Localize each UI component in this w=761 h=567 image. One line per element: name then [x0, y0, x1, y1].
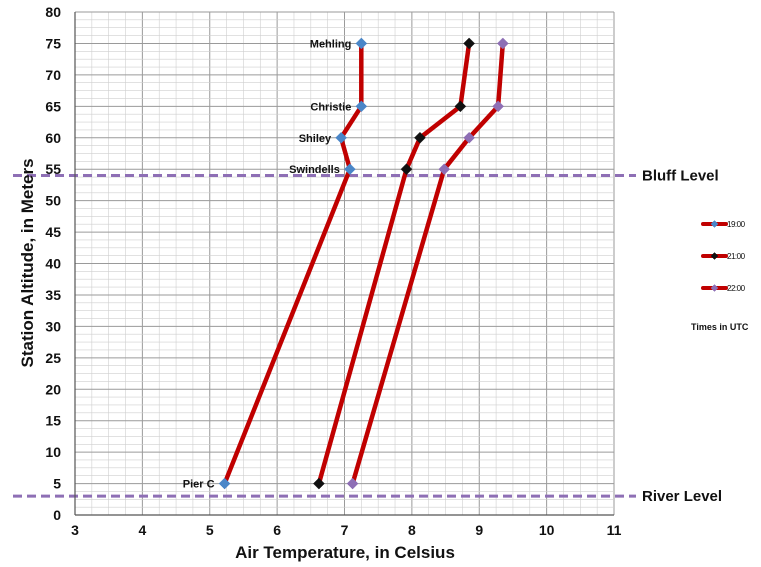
y-axis-title: Station Altitude, in Meters	[18, 158, 37, 367]
y-tick-label: 50	[45, 193, 61, 209]
reference-lines: Bluff Level River Level	[13, 167, 722, 505]
y-tick-label: 20	[45, 381, 61, 397]
data-point	[438, 163, 451, 176]
data-point	[355, 37, 368, 50]
data-point	[355, 100, 368, 113]
x-tick-label: 9	[475, 522, 483, 538]
reference-line-label: River Level	[642, 488, 722, 505]
legend-label: 19:00	[727, 220, 746, 229]
legend: 19:00 21:00 22:00 Times in UTC	[691, 220, 749, 332]
legend-label: 22:00	[727, 284, 746, 293]
reference-line-label: Bluff Level	[642, 167, 719, 184]
station-label: Shiley	[299, 133, 332, 145]
data-point	[492, 100, 504, 113]
data-point	[218, 477, 231, 490]
data-point	[454, 100, 467, 113]
y-tick-label: 75	[45, 35, 61, 51]
data-point	[346, 477, 359, 490]
data-point	[710, 220, 719, 228]
series-markers	[218, 37, 509, 490]
y-tick-label: 45	[45, 224, 61, 240]
x-tick-label: 6	[273, 522, 281, 538]
x-tick-label: 5	[206, 522, 214, 538]
station-label: Mehling	[310, 38, 352, 50]
x-tick-label: 8	[408, 522, 416, 538]
data-point	[496, 37, 509, 50]
x-tick-label: 7	[341, 522, 349, 538]
y-tick-label: 70	[45, 67, 61, 83]
y-tick-label: 10	[45, 444, 61, 460]
x-tick-label: 3	[71, 522, 79, 538]
data-point	[710, 284, 719, 292]
data-point	[463, 131, 475, 144]
station-label: Christie	[310, 101, 351, 113]
axes: 3 4 5 6 7 8 9 10 1105101520253035404550556065707…	[45, 4, 621, 538]
data-point	[414, 131, 426, 144]
data-point	[710, 252, 719, 260]
station-labels: Mehling Christie Shiley Swindells Pier C	[183, 38, 352, 490]
grid	[74, 11, 615, 516]
y-tick-label: 80	[45, 4, 61, 20]
x-tick-label: 10	[539, 522, 555, 538]
y-tick-label: 60	[45, 130, 61, 146]
y-tick-label: 40	[45, 256, 61, 272]
data-point	[463, 37, 475, 50]
data-point	[344, 163, 356, 176]
y-tick-label: 30	[45, 318, 61, 334]
y-tick-label: 0	[53, 507, 61, 523]
station-label: Swindells	[289, 164, 340, 176]
data-point	[335, 131, 347, 144]
x-tick-label: 11	[607, 522, 622, 538]
y-tick-label: 15	[45, 413, 61, 429]
y-tick-label: 65	[45, 98, 61, 114]
data-point	[313, 477, 325, 490]
station-label: Pier C	[183, 479, 215, 491]
x-axis-title: Air Temperature, in Celsius	[235, 543, 455, 562]
x-tick-label: 4	[138, 522, 146, 538]
y-tick-label: 35	[45, 287, 61, 303]
data-point	[400, 163, 413, 176]
y-tick-label: 55	[45, 161, 61, 177]
legend-note: Times in UTC	[691, 322, 749, 332]
legend-label: 21:00	[727, 252, 746, 261]
y-tick-label: 5	[53, 476, 61, 492]
y-tick-label: 25	[45, 350, 61, 366]
